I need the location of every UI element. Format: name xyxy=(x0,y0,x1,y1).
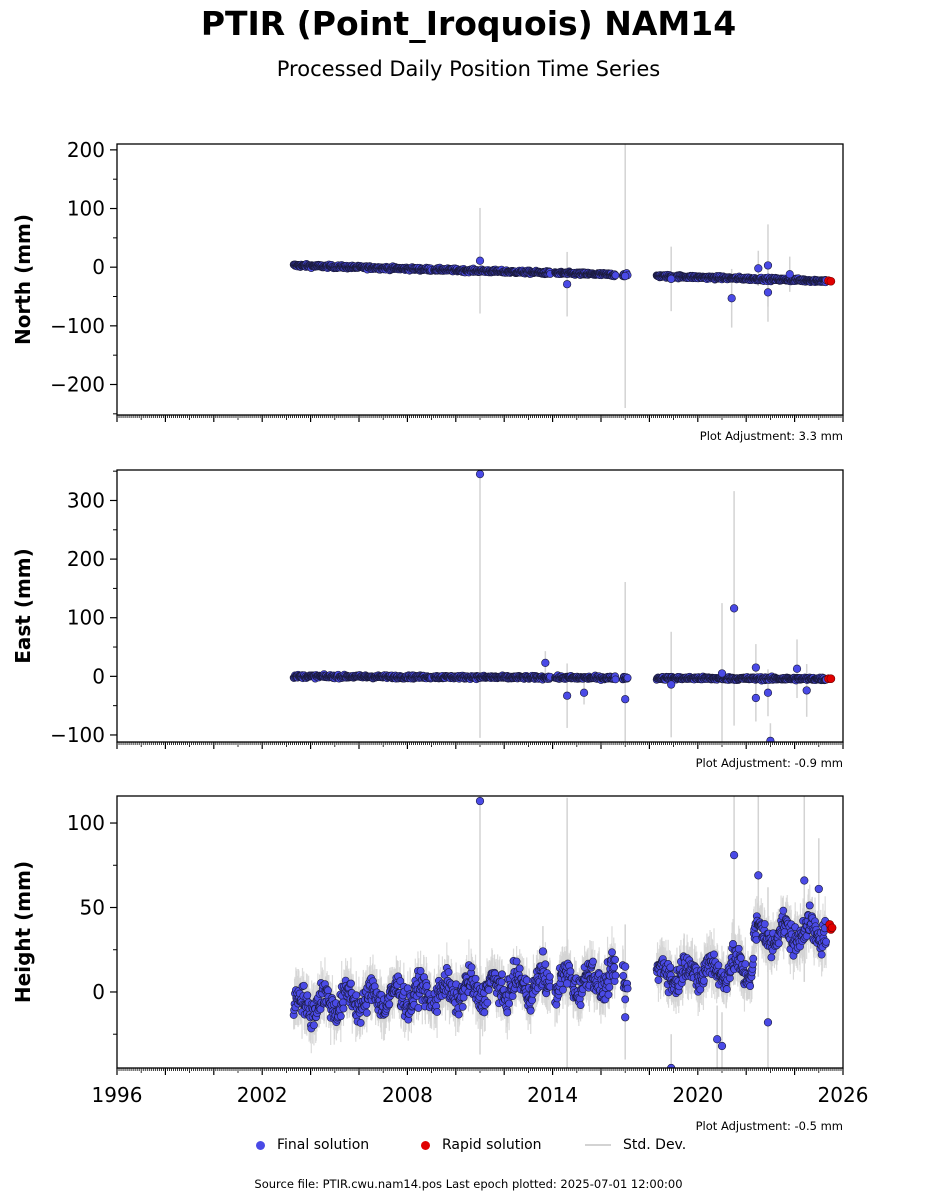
rapid-point xyxy=(826,276,836,286)
y-tick-label: 300 xyxy=(67,488,105,512)
panel-1: −200 −100 0 100 200 North (mm) Plot Adjustment… xyxy=(11,138,844,443)
y-tick-label: 0 xyxy=(92,255,105,279)
final-point xyxy=(754,264,763,273)
plot-adjustment-note: Plot Adjustment: 3.3 mm xyxy=(700,429,843,443)
y-tick-label: 0 xyxy=(92,664,105,688)
final-point xyxy=(729,604,739,613)
final-point xyxy=(563,280,572,289)
final-point xyxy=(763,688,773,697)
final-point xyxy=(763,288,773,297)
data-layer xyxy=(289,470,836,742)
final-point xyxy=(541,658,550,667)
final-point xyxy=(717,669,727,678)
y-axis-label: North (mm) xyxy=(11,214,35,345)
final-point xyxy=(579,688,589,697)
final-point xyxy=(667,274,676,284)
final-point xyxy=(751,693,760,703)
chart-subtitle: Processed Daily Position Time Series xyxy=(276,57,661,81)
final-point xyxy=(475,256,485,265)
chart-title: PTIR (Point_Iroquois) NAM14 xyxy=(200,4,737,43)
final-point xyxy=(802,686,811,695)
final-point xyxy=(667,680,676,689)
y-tick-label: −100 xyxy=(50,314,105,338)
y-tick-label: 200 xyxy=(67,138,105,162)
y-tick-label: −100 xyxy=(50,723,105,747)
final-point xyxy=(611,675,620,684)
rapid-point xyxy=(826,674,836,683)
final-point xyxy=(763,261,773,270)
final-point xyxy=(563,691,572,700)
final-point xyxy=(623,673,632,682)
final-point xyxy=(792,664,802,673)
final-point xyxy=(475,470,485,479)
final-point xyxy=(766,736,775,742)
data-layer xyxy=(289,144,836,408)
y-tick-label: 100 xyxy=(67,606,105,630)
final-point xyxy=(727,294,736,303)
final-point xyxy=(785,270,794,279)
final-point xyxy=(621,695,630,704)
y-tick-label: 200 xyxy=(67,547,105,571)
y-tick-label: −200 xyxy=(50,372,105,396)
y-tick-label: 100 xyxy=(67,197,105,221)
final-point xyxy=(611,271,620,280)
final-point xyxy=(621,271,630,281)
final-point xyxy=(751,663,760,672)
